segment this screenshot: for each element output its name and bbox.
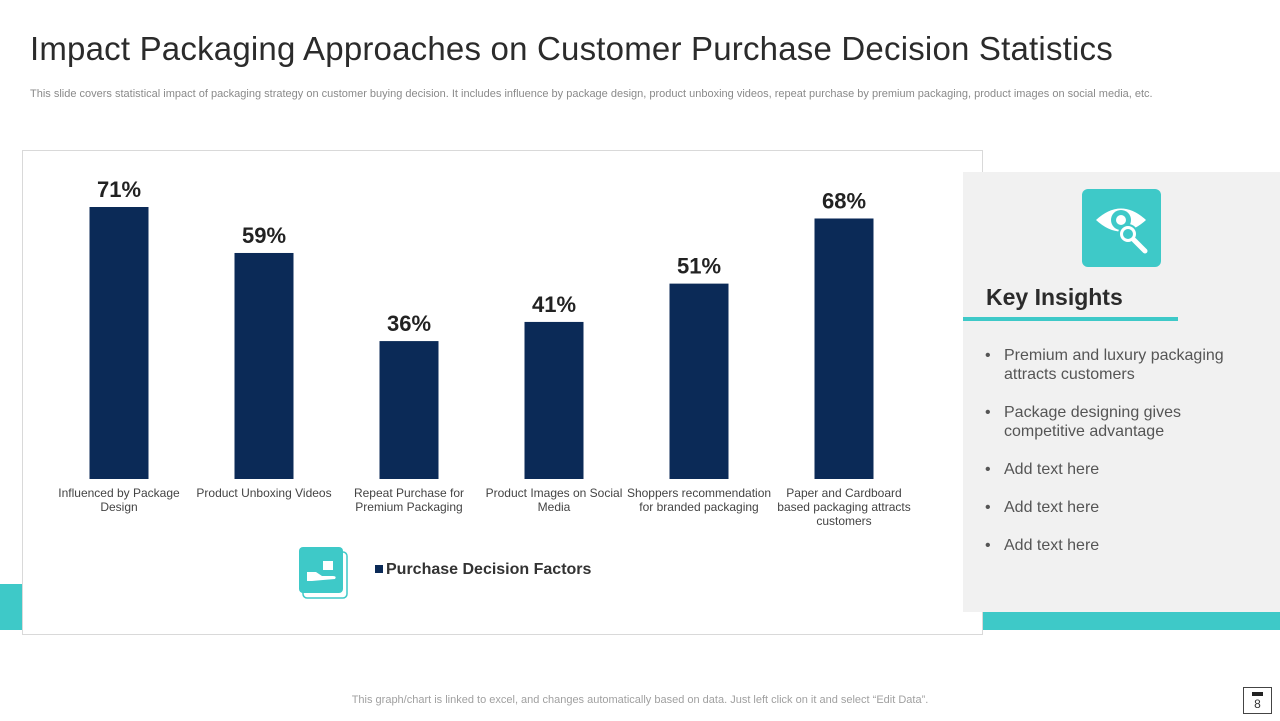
chart-panel[interactable]: 71% Influenced by Package Design 59% Product… xyxy=(22,150,983,635)
hand-box-icon xyxy=(299,547,348,599)
page-subtitle: This slide covers statistical impact of … xyxy=(30,88,1153,100)
data-label: 59% xyxy=(242,223,286,248)
page-title: Impact Packaging Approaches on Customer … xyxy=(30,30,1113,67)
insights-list: Premium and luxury packaging attracts cu… xyxy=(985,346,1265,574)
data-label: 36% xyxy=(387,311,431,336)
category-label: Shoppers recommendation for branded packa… xyxy=(627,486,771,514)
data-label: 41% xyxy=(532,292,576,317)
bar[interactable] xyxy=(814,218,874,479)
category-label: Repeat Purchase for Premium Packaging xyxy=(354,486,464,514)
page-number: 8 xyxy=(1243,687,1272,714)
data-label: 68% xyxy=(822,188,866,213)
legend-label: Purchase Decision Factors xyxy=(386,561,592,578)
category-label: Paper and Cardboard based packaging attra… xyxy=(777,486,910,528)
bar-chart[interactable]: 71% Influenced by Package Design 59% Product… xyxy=(23,151,984,636)
insights-underline xyxy=(963,317,1178,321)
eye-search-icon xyxy=(1082,189,1161,267)
bar[interactable] xyxy=(669,283,729,479)
bar[interactable] xyxy=(524,321,584,479)
footer-note: This graph/chart is linked to excel, and… xyxy=(351,694,929,706)
insight-item: Add text here xyxy=(985,460,1265,479)
bar[interactable] xyxy=(379,341,439,479)
bar[interactable] xyxy=(234,252,294,479)
bar[interactable] xyxy=(89,207,149,479)
insight-item: Package designing gives competitive adva… xyxy=(985,403,1265,441)
insight-item: Add text here xyxy=(985,536,1265,555)
insights-title: Key Insights xyxy=(986,284,1123,310)
legend-swatch xyxy=(375,565,383,573)
insight-item: Premium and luxury packaging attracts cu… xyxy=(985,346,1265,384)
category-label: Product Images on Social Media xyxy=(486,486,623,514)
insights-panel: Key Insights Premium and luxury packagin… xyxy=(963,172,1280,612)
data-label: 51% xyxy=(677,254,721,279)
category-label: Influenced by Package Design xyxy=(58,486,180,514)
category-label: Product Unboxing Videos xyxy=(196,486,331,500)
data-label: 71% xyxy=(97,177,141,202)
insight-item: Add text here xyxy=(985,498,1265,517)
